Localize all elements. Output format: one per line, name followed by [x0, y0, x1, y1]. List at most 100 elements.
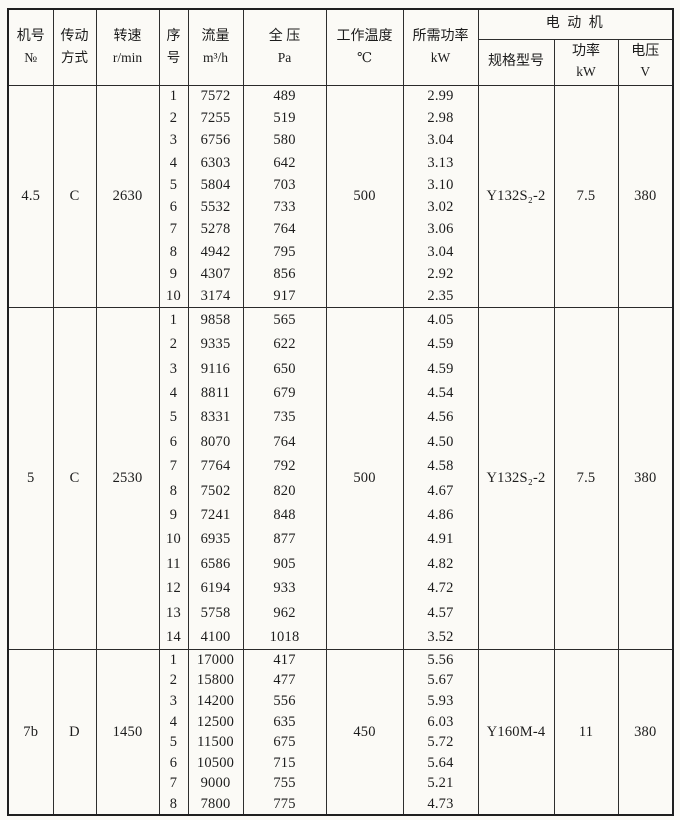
required-power-cell: 3.04	[402, 129, 479, 152]
table-row: 14 4100 1018 3.52	[8, 625, 673, 650]
pressure-cell: 642	[242, 151, 327, 175]
header-seq: 序 号	[158, 9, 189, 86]
pressure-cell: 417	[242, 649, 327, 671]
required-power-cell: 5.21	[402, 773, 479, 795]
seq-cell: 6	[158, 753, 189, 774]
table-row: 6 8070 764 4.50	[8, 430, 673, 455]
voltage-cell: 380	[617, 84, 674, 308]
required-power-cell: 5.93	[402, 691, 479, 712]
table-row: 8 7502 820 4.67	[8, 478, 673, 504]
flow-cell: 4307	[187, 263, 244, 286]
table-row: 5 5804 703 3.10	[8, 174, 673, 197]
required-power-cell: 2.99	[402, 84, 479, 108]
motor-model-cell: Y132S₂-2	[477, 307, 555, 650]
header-row-motor-sub: 规格型号 功率 kW 电压 V	[8, 39, 674, 86]
pressure-cell: 735	[242, 405, 327, 431]
transmission-cell: C	[52, 307, 97, 650]
machine-no-cell: 4.5	[7, 84, 54, 308]
header-required-power: 所需功率 kW	[402, 9, 479, 86]
header-speed: 转速 r/min	[95, 9, 160, 86]
required-power-cell: 3.52	[402, 625, 479, 650]
flow-cell: 4942	[187, 241, 244, 264]
flow-cell: 9116	[187, 356, 244, 382]
header-seq-line2: 号	[166, 49, 181, 65]
table-row: 5 11500 675 5.72	[8, 732, 673, 753]
motor-power-cell: 7.5	[553, 84, 619, 308]
motor-power-cell: 11	[553, 649, 619, 815]
seq-cell: 7	[158, 454, 189, 479]
pressure-cell: 675	[242, 732, 327, 753]
table-row: 4 6303 642 3.13	[8, 151, 673, 175]
flow-cell: 7255	[187, 107, 244, 130]
pressure-cell: 679	[242, 381, 327, 406]
table-row: 7 7764 792 4.58	[8, 454, 673, 479]
seq-cell: 5	[158, 405, 189, 431]
required-power-cell: 5.67	[402, 670, 479, 692]
table-row: 11 6586 905 4.82	[8, 552, 673, 577]
header-pressure-line1: 全 压	[268, 29, 301, 45]
temperature-cell: 500	[325, 84, 404, 308]
seq-cell: 1	[158, 84, 189, 108]
table-row: 2 15800 477 5.67	[8, 670, 673, 692]
pressure-cell: 489	[242, 84, 327, 108]
speed-cell: 1450	[95, 649, 160, 815]
seq-cell: 11	[158, 552, 189, 577]
flow-cell: 5804	[187, 174, 244, 197]
header-voltage-line2: V	[640, 64, 651, 80]
flow-cell: 3174	[187, 285, 244, 308]
table-row: 8 7800 775 4.73	[8, 794, 673, 815]
flow-cell: 10500	[187, 753, 244, 774]
seq-cell: 4	[158, 381, 189, 406]
pressure-cell: 962	[242, 601, 327, 626]
table-row: 7b D 1450 1 17000 417 450 5.56 Y160M-4 11 380	[7, 649, 674, 815]
required-power-cell: 5.56	[402, 649, 479, 671]
required-power-cell: 4.54	[402, 381, 479, 406]
table-row: 6 5532 733 3.02	[8, 196, 673, 219]
transmission-cell: C	[52, 84, 97, 308]
flow-cell: 8331	[187, 405, 244, 431]
pressure-cell: 703	[242, 174, 327, 197]
required-power-cell: 4.56	[402, 405, 479, 431]
seq-cell: 3	[158, 129, 189, 152]
seq-cell: 2	[158, 332, 189, 357]
header-pressure-line2: Pa	[277, 49, 292, 65]
table-row: 2 7255 519 2.98	[8, 107, 673, 130]
header-transmission: 传动 方式	[52, 9, 97, 86]
flow-cell: 6586	[187, 552, 244, 577]
seq-cell: 8	[158, 241, 189, 264]
temperature-cell: 500	[325, 307, 404, 650]
flow-cell: 4100	[187, 625, 244, 650]
flow-cell: 7800	[187, 794, 244, 815]
flow-cell: 15800	[187, 670, 244, 692]
pressure-cell: 820	[242, 478, 327, 504]
required-power-cell: 2.98	[402, 107, 479, 130]
required-power-cell: 4.59	[402, 356, 479, 382]
header-transmission-line1: 传动	[60, 29, 89, 45]
pressure-cell: 877	[242, 527, 327, 553]
seq-cell: 5	[158, 174, 189, 197]
required-power-cell: 4.86	[402, 503, 479, 528]
table-row: 4 12500 635 6.03	[8, 711, 673, 733]
table-row: 12 6194 933 4.72	[8, 576, 673, 602]
voltage-cell: 380	[617, 649, 674, 815]
table-header: 机号 № 传动 方式 转速 r/min 序 号 流量 m³/h	[7, 9, 674, 86]
required-power-cell: 2.35	[402, 285, 479, 308]
seq-cell: 8	[158, 478, 189, 504]
table-row: 8 4942 795 3.04	[8, 241, 673, 264]
machine-no-cell: 7b	[7, 649, 54, 815]
table-row: 4.5 C 2630 1 7572 489 500 2.99 Y132S₂-2 7.5 380	[7, 84, 674, 308]
header-voltage: 电压 V	[617, 39, 674, 86]
header-flow-line2: m³/h	[202, 49, 229, 65]
header-machine-no-line2: №	[24, 49, 38, 65]
header-motor-power: 功率 kW	[553, 39, 619, 86]
header-motor-model: 规格型号	[477, 39, 555, 86]
seq-cell: 4	[158, 711, 189, 733]
table-row: 7 5278 764 3.06	[8, 218, 673, 242]
pressure-cell: 650	[242, 356, 327, 382]
flow-cell: 17000	[187, 649, 244, 671]
pressure-cell: 755	[242, 773, 327, 795]
pressure-cell: 635	[242, 711, 327, 733]
seq-cell: 1	[158, 649, 189, 671]
header-motor-power-line1: 功率	[572, 44, 600, 60]
